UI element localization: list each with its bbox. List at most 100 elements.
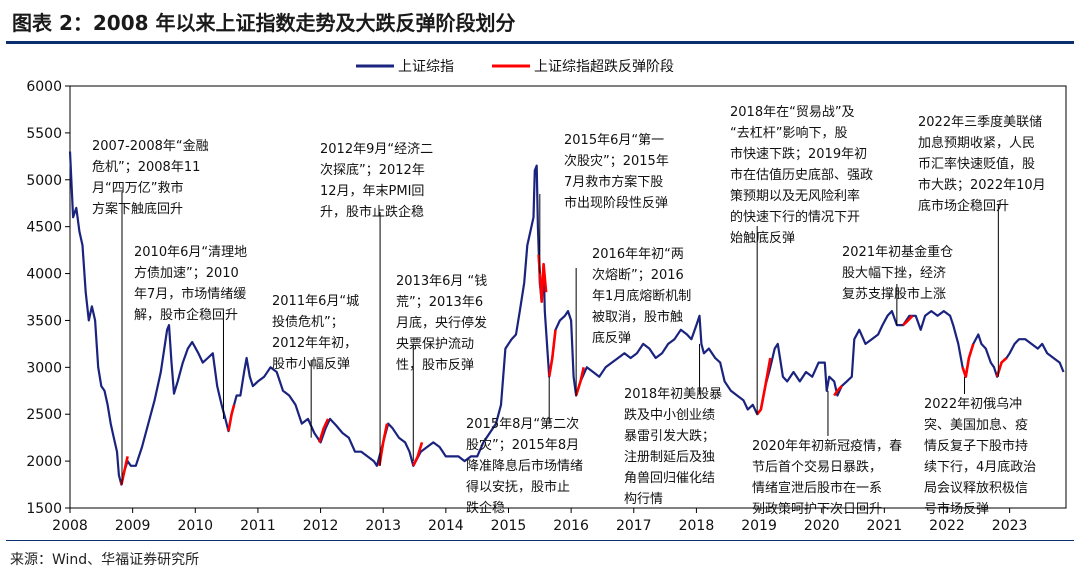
annotation-line: 复苏支撑股市上涨: [842, 286, 946, 302]
annotation-text: 2015年8月“第二次股灾”；2015年8月降准降息后市场情绪得以安抚，股市止跌…: [466, 416, 583, 516]
series-line-rebound: [574, 367, 585, 396]
annotation-line: 局会议释放积极信: [924, 481, 1028, 496]
annotation-line: 暴雷引发大跌；: [624, 428, 715, 444]
x-tick-label: 2017: [616, 518, 652, 534]
annotation-line: 2012年年初，: [272, 336, 357, 351]
annotation-line: 得以安抚，股市止: [466, 479, 570, 495]
x-tick-label: 2023: [992, 518, 1028, 534]
annotation-line: 策预期以及无风险利率: [730, 188, 860, 204]
annotation-line: 跌及中小创业绩: [624, 407, 715, 423]
x-tick-label: 2022: [929, 518, 965, 534]
legend-rebound-label: 上证综指超跌反弹阶段: [534, 59, 674, 75]
x-tick-label: 2014: [428, 518, 464, 534]
annotation-text: 2015年6月“第一次股灾”；2015年 7月救市方案下股市出现阶段性反弹: [564, 133, 669, 211]
annotation-line: 2011年6月“城: [272, 294, 359, 309]
annotation-text: 2010年6月“清理地方债加速”；2010 年7月，市场情绪缓解，股市企稳回升: [134, 245, 247, 323]
x-tick-label: 2016: [553, 518, 589, 534]
annotation-line: 突、美国加息、疫: [924, 417, 1028, 433]
annotation-text: 2021年初基金重仓股大幅下挫，经济复苏支撑股市上涨: [842, 244, 953, 302]
annotation-line: 股市小幅反弹: [272, 356, 350, 372]
series-line-rebound: [756, 357, 772, 416]
annotation-line: 2015年6月“第一: [564, 133, 664, 148]
y-tick-label: 4500: [26, 220, 62, 236]
annotation-line: 市快速下跌；2019年初: [730, 146, 867, 162]
x-tick-label: 2021: [867, 518, 903, 534]
annotation-line: 2018年在“贸易战”及: [730, 105, 855, 120]
annotation-line: 2016年年初“两: [592, 247, 684, 262]
annotation-line: “去杠杆”影响下，股: [730, 125, 847, 141]
annotation-line: 情绪宣泄后股市在一系: [752, 480, 882, 496]
x-tick-label: 2013: [365, 518, 401, 534]
annotation-line: 投债危机”；: [272, 314, 344, 330]
legend: 上证综指 上证综指超跌反弹阶段: [356, 59, 674, 75]
annotation-line: 2013年6月 “钱: [396, 274, 487, 289]
x-tick-label: 2020: [804, 518, 840, 534]
annotation-line: 角兽回归催化结: [624, 471, 715, 486]
annotation-line: 底市场企稳回升: [918, 198, 1009, 214]
y-tick-label: 2500: [26, 407, 62, 423]
annotation-line: 年1月底熔断机制: [592, 288, 691, 304]
series-line-rebound: [412, 442, 424, 467]
annotation-line: 降准降息后市场情绪: [466, 458, 583, 474]
annotation-line: 2022年初俄乌冲: [924, 396, 1022, 412]
annotation-line: 2022年三季度美联储: [918, 114, 1042, 130]
y-tick-label: 5500: [26, 126, 62, 142]
annotation-line: 7月救市方案下股: [564, 174, 663, 190]
annotation-line: 危机”；2008年11: [92, 160, 200, 175]
annotation-line: 构行情: [624, 492, 663, 507]
annotation-line: 币汇率快速贬值，股: [918, 156, 1035, 172]
annotation-line: 次股灾”；2015年: [564, 153, 669, 169]
x-tick-label: 2018: [679, 518, 715, 534]
y-tick-label: 4000: [26, 267, 62, 283]
annotation-line: 方案下触底回升: [92, 201, 183, 217]
annotation-line: 的快速下行的情况下开: [730, 209, 860, 225]
annotation-line: 升，股市止跌企稳: [320, 204, 424, 220]
annotation-line: 2007-2008年“金融: [92, 138, 209, 154]
annotation-line: 次熔断”；2016: [592, 267, 684, 283]
annotation-line: 2018年初美股暴: [624, 387, 722, 402]
annotation-line: 2020年年初新冠疫情，春: [752, 438, 902, 454]
annotation-line: 荒”；2013年6: [396, 295, 483, 310]
x-tick-label: 2015: [491, 518, 527, 534]
annotation-line: 注册制延后及独: [624, 450, 715, 465]
y-tick-label: 2000: [26, 454, 62, 470]
annotation-text: 2013年6月 “钱荒”；2013年6 月底，央行停发央票保护流动性，股市反弹: [396, 274, 487, 373]
annotation-line: 12月，年末PMI回: [320, 184, 424, 199]
annotation-line: 解，股市企稳回升: [134, 307, 238, 323]
x-tick-label: 2012: [303, 518, 339, 534]
y-tick-label: 6000: [26, 79, 62, 95]
title-rule: [6, 41, 1074, 44]
plot-frame: [69, 85, 1067, 509]
source-note: 来源：Wind、华福证券研究所: [10, 552, 200, 568]
annotation-line: 股灾”；2015年8月: [466, 437, 579, 453]
annotation-text: 2011年6月“城投债危机”； 2012年年初， 股市小幅反弹: [272, 294, 359, 372]
annotation-line: 月“四万亿”救市: [92, 180, 183, 196]
series-line-rebound: [833, 385, 843, 397]
annotation-text: 2012年9月“经济二次探底”；2012年 12月，年末PMI回升，股市止跌企稳: [320, 142, 433, 220]
annotation-text: 2022年三季度美联储加息预期收紧，人民币汇率快速贬值，股市大跌；2022年10…: [918, 114, 1046, 214]
annotation-text: 2007-2008年“金融危机”；2008年11 月“四万亿”救市方案下触底回升: [92, 138, 209, 217]
annotation-line: 月底，央行停发: [396, 315, 487, 331]
annotation-line: 始触底反弹: [730, 230, 795, 246]
legend-main-label: 上证综指: [398, 59, 454, 75]
y-tick-label: 3500: [26, 313, 62, 329]
annotation-line: 市大跌；2022年10月: [918, 177, 1046, 193]
y-tick-label: 1500: [26, 501, 62, 517]
annotation-text: 2016年年初“两次熔断”；2016 年1月底熔断机制被取消，股市触底反弹: [592, 247, 691, 346]
series-line-rebound: [902, 314, 914, 327]
series-line-rebound: [547, 329, 557, 377]
annotations: 2007-2008年“金融危机”；2008年11 月“四万亿”救市方案下触底回升2…: [92, 105, 1046, 517]
annotation-text: 2022年初俄乌冲突、美国加息、疫情反复子下股市持续下行，4月底政治局会议释放积…: [924, 396, 1036, 517]
annotation-line: 股大幅下挫，经济: [842, 266, 946, 281]
annotation-line: 市出现阶段性反弹: [564, 195, 668, 211]
annotation-line: 跌企稳: [466, 500, 505, 516]
annotation-line: 列政策呵护下次日回升: [752, 501, 882, 517]
x-tick-label: 2009: [115, 518, 151, 534]
annotation-line: 2021年初基金重仓: [842, 244, 953, 260]
annotation-line: 节后首个交易日暴跌，: [752, 459, 882, 475]
annotation-line: 号市场反弹: [924, 501, 989, 517]
x-tick-label: 2008: [52, 518, 88, 534]
series-line-rebound: [378, 423, 389, 467]
annotation-line: 性，股市反弹: [396, 357, 474, 373]
line-chart: 1500 2000 2500 3000 3500 4000 4500 5000 5500 6000…: [26, 59, 1067, 534]
